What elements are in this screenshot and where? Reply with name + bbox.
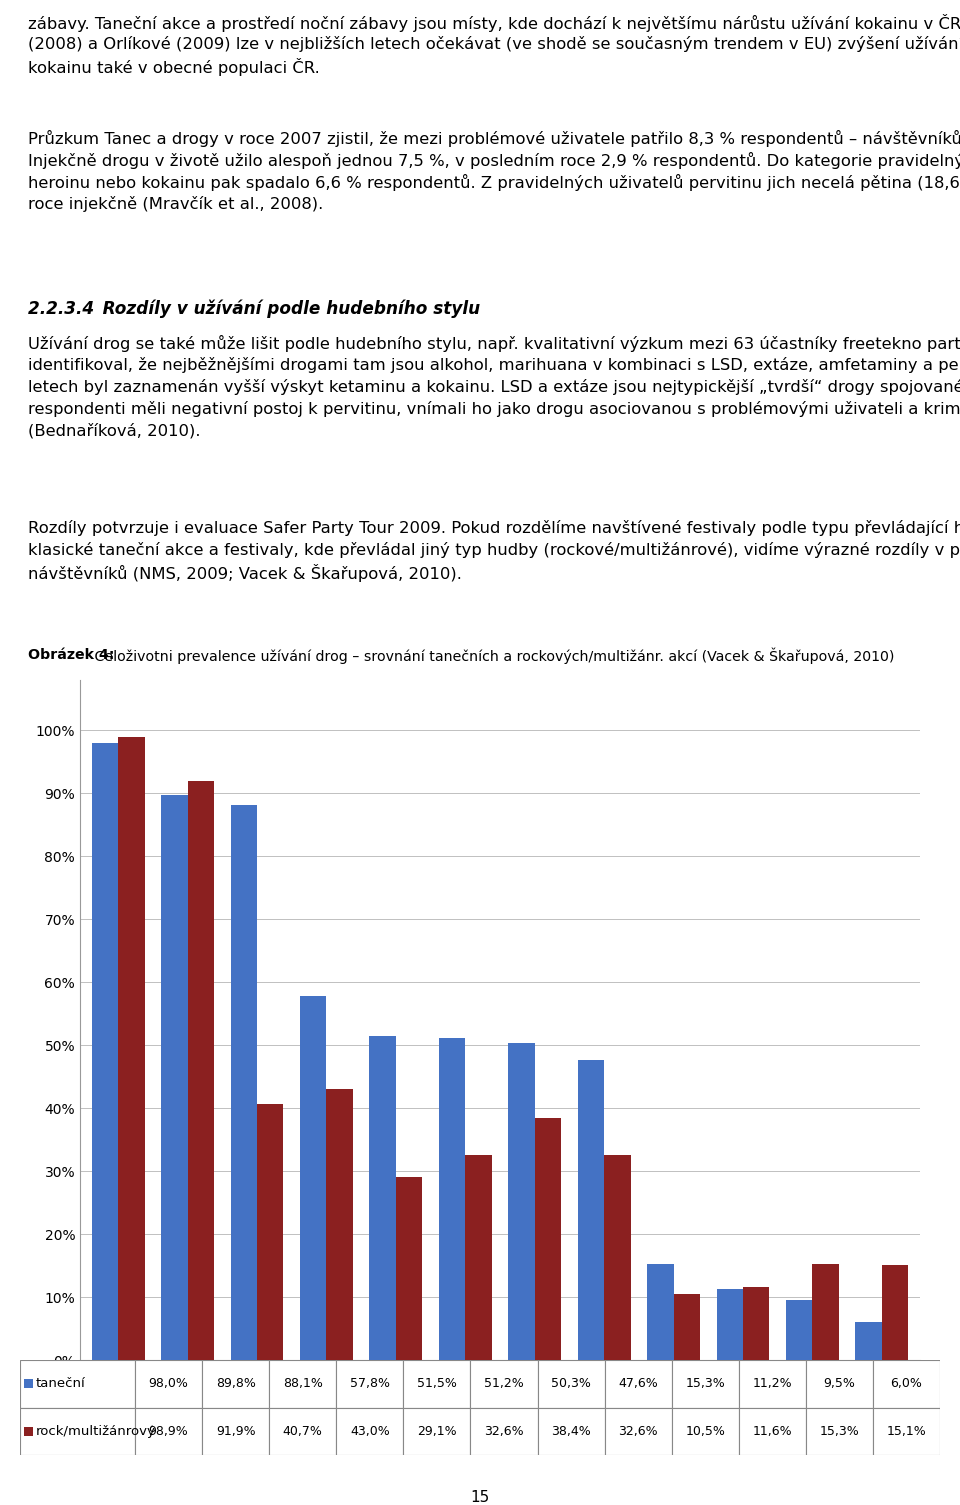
Text: Užívání drog se také může lišit podle hudebního stylu, např. kvalitativní výzkum: Užívání drog se také může lišit podle hu… [28,336,960,352]
Text: 50,3%: 50,3% [551,1377,591,1391]
Text: 11,2%: 11,2% [753,1377,792,1391]
Bar [873,1361,940,1407]
Bar [716,1290,743,1361]
Text: 98,9%: 98,9% [149,1425,188,1437]
Bar [326,1090,353,1361]
Bar [24,1427,33,1436]
Bar [118,737,145,1361]
Text: Injekčně drogu v životě užilo alespoň jednou 7,5 %, v posledním roce 2,9 % respo: Injekčně drogu v životě užilo alespoň je… [28,152,960,169]
Text: zábavy. Taneční akce a prostředí noční zábavy jsou místy, kde dochází k největší: zábavy. Taneční akce a prostředí noční z… [28,14,960,32]
Text: 32,6%: 32,6% [484,1425,524,1437]
Text: 47,6%: 47,6% [618,1377,658,1391]
Bar [674,1294,700,1361]
Bar [92,743,118,1361]
Text: rock/multižánrový: rock/multižánrový [36,1425,156,1437]
Text: 15,3%: 15,3% [820,1425,859,1437]
Text: 2.2.3.4 Rozdíly v užívání podle hudebního stylu: 2.2.3.4 Rozdíly v užívání podle hudebníh… [28,299,480,319]
Bar [812,1264,839,1361]
Text: 6,0%: 6,0% [891,1377,923,1391]
Text: Průzkum Tanec a drogy v roce 2007 zjistil, že mezi problémové uživatele patřilo : Průzkum Tanec a drogy v roce 2007 zjisti… [28,129,960,147]
Bar [805,1407,873,1455]
Bar [439,1037,466,1361]
Bar [739,1361,805,1407]
Text: 38,4%: 38,4% [551,1425,591,1437]
Text: 98,0%: 98,0% [149,1377,188,1391]
Bar [269,1361,336,1407]
Bar [336,1407,403,1455]
Bar [873,1407,940,1455]
Bar [805,1361,873,1407]
Bar [187,781,214,1361]
Bar [538,1361,605,1407]
Bar [269,1407,336,1455]
Text: Rozdíly potvrzuje i evaluace Safer Party Tour 2009. Pokud rozdělíme navštívené f: Rozdíly potvrzuje i evaluace Safer Party… [28,521,960,536]
Bar [855,1323,882,1361]
Bar [300,996,326,1361]
Bar [743,1287,769,1361]
Text: roce injekčně (Mravčík et al., 2008).: roce injekčně (Mravčík et al., 2008). [28,196,324,212]
Text: 89,8%: 89,8% [216,1377,255,1391]
Text: kokainu také v obecné populaci ČR.: kokainu také v obecné populaci ČR. [28,59,320,75]
Text: respondenti měli negativní postoj k pervitinu, vnímali ho jako drogu asociovanou: respondenti měli negativní postoj k perv… [28,400,960,417]
Bar [605,1361,672,1407]
Text: 9,5%: 9,5% [824,1377,855,1391]
Bar [786,1300,812,1361]
Bar [203,1361,269,1407]
Bar [403,1407,470,1455]
Text: 10,5%: 10,5% [685,1425,725,1437]
Bar [470,1361,538,1407]
Bar [203,1407,269,1455]
Text: 40,7%: 40,7% [283,1425,323,1437]
Text: 51,2%: 51,2% [484,1377,524,1391]
Text: taneční: taneční [36,1377,85,1391]
Text: 43,0%: 43,0% [349,1425,390,1437]
Bar [370,1035,396,1361]
Bar [24,1379,33,1388]
Text: (2008) a Orlíkové (2009) lze v nejbližších letech očekávat (ve shodě se současný: (2008) a Orlíkové (2009) lze v nejbližší… [28,36,960,53]
Text: 15: 15 [470,1490,490,1505]
Bar [336,1361,403,1407]
Text: 11,6%: 11,6% [753,1425,792,1437]
Bar [396,1177,422,1361]
Text: klasické taneční akce a festivaly, kde převládal jiný typ hudby (rockové/multižá: klasické taneční akce a festivaly, kde p… [28,542,960,558]
Text: 32,6%: 32,6% [618,1425,658,1437]
Bar [509,1043,535,1361]
Text: heroinu nebo kokainu pak spadalo 6,6 % respondentů. Z pravidelných uživatelů per: heroinu nebo kokainu pak spadalo 6,6 % r… [28,175,960,191]
Text: 15,1%: 15,1% [887,1425,926,1437]
Bar [605,1407,672,1455]
Text: návštěvníků (NMS, 2009; Vacek & Škařupová, 2010).: návštěvníků (NMS, 2009; Vacek & Škařupov… [28,564,462,582]
Bar [230,805,257,1361]
Bar [257,1103,283,1361]
Bar [535,1118,561,1361]
Text: Obrázek 4:: Obrázek 4: [28,649,114,662]
Bar [538,1407,605,1455]
Bar [20,1407,135,1455]
Bar [135,1407,203,1455]
Text: (Bednaříková, 2010).: (Bednaříková, 2010). [28,423,201,438]
Bar [739,1407,805,1455]
Bar [161,795,187,1361]
Bar [403,1361,470,1407]
Bar [470,1407,538,1455]
Bar [466,1154,492,1361]
Text: 29,1%: 29,1% [417,1425,457,1437]
Bar [647,1264,674,1361]
Text: 51,5%: 51,5% [417,1377,457,1391]
Bar [882,1264,908,1361]
Bar [672,1361,739,1407]
Text: 57,8%: 57,8% [349,1377,390,1391]
Text: identifikoval, že nejběžnějšími drogami tam jsou alkohol, marihuana v kombinaci : identifikoval, že nejběžnějšími drogami … [28,357,960,373]
Text: 91,9%: 91,9% [216,1425,255,1437]
Bar [578,1061,604,1361]
Bar [135,1361,203,1407]
Text: letech byl zaznamenán vyšší výskyt ketaminu a kokainu. LSD a extáze jsou nejtypi: letech byl zaznamenán vyšší výskyt ketam… [28,379,960,394]
Text: 88,1%: 88,1% [283,1377,323,1391]
Text: Celoživotni prevalence užívání drog – srovnání tanečních a rockových/multižánr. : Celoživotni prevalence užívání drog – sr… [90,649,895,665]
Bar [20,1361,135,1407]
Bar [604,1154,631,1361]
Bar [672,1407,739,1455]
Text: 15,3%: 15,3% [685,1377,725,1391]
